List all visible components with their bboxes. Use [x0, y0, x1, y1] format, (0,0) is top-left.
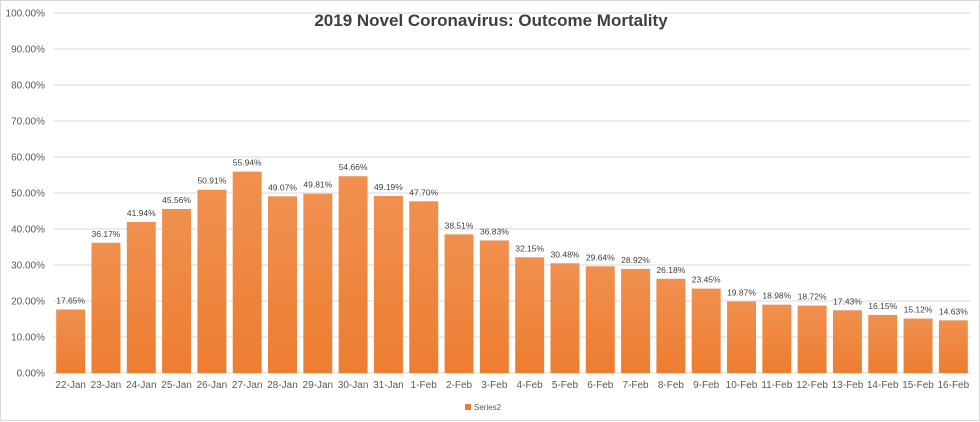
x-tick-label: 1-Feb — [411, 380, 438, 391]
bar — [91, 242, 121, 373]
x-tick-label: 4-Feb — [517, 380, 544, 391]
data-label: 36.17% — [92, 229, 121, 239]
x-tick-label: 25-Jan — [161, 380, 192, 391]
data-label: 23.45% — [692, 275, 721, 285]
x-tick-label: 3-Feb — [481, 380, 508, 391]
legend-swatch — [465, 404, 471, 410]
x-tick-label: 23-Jan — [91, 380, 122, 391]
x-tick-label: 22-Jan — [55, 380, 86, 391]
y-tick-label: 90.00% — [11, 45, 45, 56]
bar — [832, 310, 862, 373]
data-label: 17.65% — [56, 295, 85, 305]
data-label: 30.48% — [551, 249, 580, 259]
y-tick-label: 100.00% — [6, 9, 46, 20]
data-label: 17.43% — [833, 296, 862, 306]
bar — [585, 266, 615, 373]
y-tick-label: 20.00% — [11, 297, 45, 308]
bar — [409, 201, 439, 373]
x-tick-label: 26-Jan — [197, 380, 228, 391]
x-tick-label: 30-Jan — [338, 380, 369, 391]
bar — [268, 196, 297, 373]
legend-label: Series2 — [474, 403, 502, 412]
bar — [727, 301, 756, 373]
bar — [621, 268, 651, 373]
data-label: 54.66% — [339, 162, 368, 172]
bar — [444, 234, 474, 373]
y-tick-label: 70.00% — [11, 117, 45, 128]
bar — [232, 171, 262, 373]
y-tick-label: 30.00% — [11, 261, 45, 272]
x-tick-label: 15-Feb — [902, 380, 934, 391]
bar — [162, 208, 192, 373]
bar — [338, 176, 368, 373]
data-label: 45.56% — [162, 195, 191, 205]
y-tick-label: 40.00% — [11, 225, 45, 236]
data-label: 15.12% — [904, 305, 933, 315]
data-label: 55.94% — [233, 158, 262, 168]
chart-title: 2019 Novel Coronavirus: Outcome Mortalit… — [314, 11, 668, 30]
x-tick-label: 14-Feb — [867, 380, 899, 391]
bar — [762, 304, 792, 373]
data-label: 18.98% — [762, 291, 791, 301]
legend: Series2 — [465, 403, 502, 412]
data-label: 16.15% — [868, 301, 897, 311]
x-tick-label: 16-Feb — [938, 380, 970, 391]
bar — [126, 222, 156, 373]
data-label: 18.72% — [798, 292, 827, 302]
x-tick-label: 6-Feb — [587, 380, 614, 391]
y-tick-label: 80.00% — [11, 81, 45, 92]
x-tick-label: 9-Feb — [693, 380, 720, 391]
data-label: 19.87% — [727, 287, 756, 297]
x-tick-label: 7-Feb — [623, 380, 650, 391]
x-tick-label: 13-Feb — [832, 380, 864, 391]
data-label: 49.07% — [268, 182, 297, 192]
x-tick-label: 24-Jan — [126, 380, 157, 391]
bar — [479, 240, 509, 373]
x-tick-label: 31-Jan — [373, 380, 404, 391]
bar — [797, 305, 827, 373]
x-tick-label: 5-Feb — [552, 380, 579, 391]
x-tick-label: 2-Feb — [446, 380, 473, 391]
data-label: 29.64% — [586, 252, 615, 262]
data-label: 14.63% — [939, 306, 968, 316]
bar — [938, 320, 968, 373]
bar — [903, 318, 933, 373]
bar — [515, 257, 545, 373]
y-tick-label: 60.00% — [11, 153, 45, 164]
bar — [656, 278, 686, 373]
bar — [691, 288, 721, 373]
data-label: 38.51% — [445, 220, 474, 230]
data-label: 50.91% — [197, 176, 226, 186]
data-label: 47.70% — [409, 187, 438, 197]
x-tick-label: 27-Jan — [232, 380, 263, 391]
y-tick-label: 50.00% — [11, 189, 45, 200]
x-tick-label: 29-Jan — [303, 380, 334, 391]
x-tick-label: 10-Feb — [726, 380, 758, 391]
data-label: 49.19% — [374, 182, 403, 192]
x-tick-label: 8-Feb — [658, 380, 685, 391]
data-label: 32.15% — [515, 243, 544, 253]
data-label: 26.18% — [656, 265, 685, 275]
data-label: 41.94% — [127, 208, 156, 218]
data-label: 49.81% — [303, 180, 332, 190]
bar — [197, 189, 227, 373]
y-tick-label: 10.00% — [11, 333, 45, 344]
x-tick-label: 12-Feb — [796, 380, 828, 391]
y-tick-label: 0.00% — [17, 369, 45, 380]
x-tick-label: 28-Jan — [267, 380, 298, 391]
data-label: 28.92% — [621, 255, 650, 265]
data-label: 36.83% — [480, 226, 509, 236]
bar — [56, 309, 86, 373]
bar — [550, 263, 580, 373]
x-tick-label: 11-Feb — [761, 380, 792, 391]
bar — [373, 195, 403, 373]
bar — [303, 193, 333, 373]
bar — [868, 314, 898, 373]
